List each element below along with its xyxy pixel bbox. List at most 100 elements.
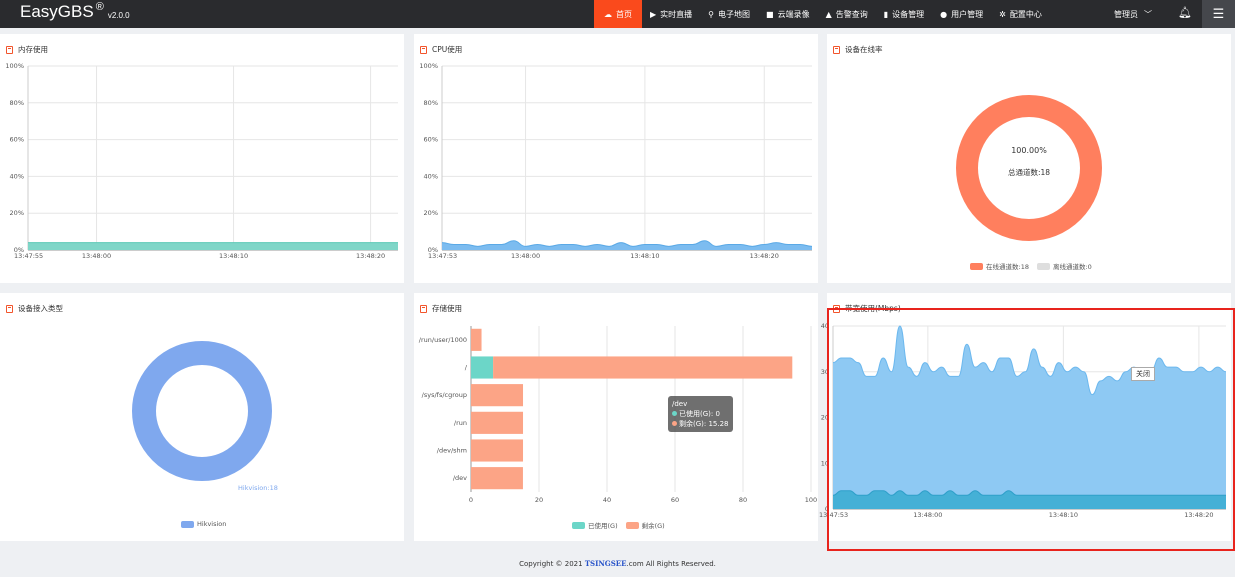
bar-1-4: [471, 439, 524, 462]
x-tick-label: 100: [805, 496, 817, 504]
memory-panel-title: 内存使用: [6, 44, 48, 55]
bandwidth-chart: 0 10 20 30 40 13:47:53 13:48:00 13:48:10 13:48:2…: [819, 322, 1227, 519]
storage-chart: 0 20 40 60 80 100/run/user/1000 / /sys/fs/cgrou…: [419, 326, 817, 504]
y-tick-label: 40%: [424, 172, 438, 180]
y-tick-label: /dev/shm: [437, 447, 467, 455]
brand-name: EasyGBS: [20, 2, 94, 21]
footer-copyright: Copyright © 2021 TSINGSEE.com All Rights…: [519, 559, 716, 568]
y-tick-label: 80%: [10, 99, 24, 107]
bandwidth-panel: 带宽使用(Mbps) 0 10 20 30 40 13:47:53 13:48:00 13:4…: [819, 293, 1231, 541]
version-label: v2.0.0: [107, 11, 130, 20]
footer-brand[interactable]: TSINGSEE: [584, 559, 627, 568]
x-tick-label: 13:48:00: [511, 252, 540, 260]
hamburger-menu-button[interactable]: ☰: [1202, 0, 1235, 28]
legend-hikvision[interactable]: Hikvision: [181, 520, 226, 528]
nav-item-4[interactable]: ▲ 告警查询: [825, 9, 868, 19]
y-tick-label: /sys/fs/cgroup: [422, 391, 467, 399]
access-panel-title: 设备接入类型: [6, 303, 63, 314]
hikvision-slice-label: Hikvision:18: [238, 484, 278, 492]
bar-1-0: [471, 328, 482, 351]
tooltip-used-row: 已使用(G): 0: [672, 409, 729, 419]
x-tick-label: 13:48:10: [219, 252, 248, 260]
cpu-panel: CPU使用 0% 20% 40% 60% 80% 100% 13:47:53 13:48:00…: [414, 34, 818, 283]
nav-item-5[interactable]: ▮ 设备管理: [883, 9, 925, 19]
legend-used[interactable]: 已使用(G): [572, 520, 618, 530]
x-tick-label: 13:48:20: [1184, 511, 1213, 519]
legend-online[interactable]: 在线通道数:18: [970, 261, 1029, 271]
access-legend: Hikvision: [181, 520, 234, 528]
bar-1-3: [471, 411, 524, 434]
nav-item-0[interactable]: ☁ 首页: [594, 0, 642, 28]
x-tick-label: 13:48:00: [82, 252, 111, 260]
y-tick-label: /run: [454, 419, 467, 427]
series-line-0: [441, 240, 813, 247]
brand-logo[interactable]: EasyGBS ®v2.0.0: [20, 1, 130, 22]
chevron-down-icon: ﹀: [1144, 9, 1152, 19]
bar-1-5: [471, 467, 523, 490]
user-icon: ●: [940, 9, 948, 19]
y-tick-label: 0%: [428, 246, 438, 254]
x-tick-label: 13:48:10: [630, 252, 659, 260]
panel-title-icon: [420, 304, 427, 313]
y-tick-label: /: [465, 364, 468, 372]
y-tick-label: 20%: [10, 209, 24, 217]
access-type-panel: 设备接入类型 Hikvision:18 Hikvision: [0, 293, 404, 541]
storage-legend: 已使用(G) 剩余(G): [572, 520, 673, 530]
nav-item-1[interactable]: ▶ 实时直播: [650, 9, 693, 19]
legend-offline[interactable]: 离线通道数:0: [1036, 261, 1092, 271]
y-tick-label: 0%: [14, 246, 24, 254]
panel-title-icon: [6, 304, 13, 313]
bell-icon[interactable]: 🔔︎: [1178, 6, 1192, 19]
y-tick-label: 100%: [419, 62, 438, 70]
legend-free[interactable]: 剩余(G): [625, 520, 665, 530]
y-tick-label: 100%: [5, 62, 24, 70]
admin-menu[interactable]: 管理员 ﹀: [1114, 0, 1152, 28]
x-tick-label: 80: [739, 496, 747, 504]
close-tooltip[interactable]: 关闭: [1131, 367, 1155, 381]
nav-item-7[interactable]: ✲ 配置中心: [999, 9, 1042, 19]
bar-1-2: [471, 384, 524, 407]
main-nav: ☁ 首页 ▶ 实时直播 ⚲ 电子地图 ■ 云端录像 ▲ 告警查询 ▮ 设备管理 ● 用户管理 ✲ 配置中心: [594, 0, 1050, 28]
nav-item-6[interactable]: ● 用户管理: [940, 9, 984, 19]
x-tick-label: 13:48:00: [913, 511, 942, 519]
registered-mark: ®: [95, 1, 104, 13]
panel-title-icon: [6, 45, 13, 54]
series-area-0: [28, 242, 398, 250]
series-line-1: [832, 490, 1226, 496]
storage-panel: 存储使用 0 20 40 60 80 100/run/user/1000 / /sys/fs/…: [414, 293, 818, 541]
y-tick-label: 20%: [424, 209, 438, 217]
y-tick-label: 10: [821, 459, 829, 467]
alarm-icon: ▲: [825, 9, 832, 19]
y-tick-label: /dev: [453, 474, 467, 482]
pie-slice-0: [132, 341, 272, 481]
y-tick-label: 60%: [424, 136, 438, 144]
x-tick-label: 13:48:10: [1049, 511, 1078, 519]
nav-item-3[interactable]: ■ 云端录像: [766, 9, 810, 19]
map-pin-icon: ⚲: [708, 9, 715, 19]
memory-panel: 内存使用 0% 20% 40% 60% 80% 100% 13:47:55 13:48:00 1…: [0, 34, 404, 283]
tooltip-title: /dev: [672, 400, 688, 408]
x-tick-label: 13:48:20: [750, 252, 779, 260]
cpu-chart: 0% 20% 40% 60% 80% 100% 13:47:53 13:48:00 13:48:…: [419, 62, 813, 260]
online-rate-value: 100.00%: [1011, 146, 1047, 155]
y-tick-label: 80%: [424, 99, 438, 107]
online-legend: 在线通道数:18 离线通道数:0: [970, 261, 1100, 271]
storage-tooltip: /dev 已使用(G): 0 剩余(G): 15.28: [668, 396, 733, 432]
online-rate-chart: [956, 95, 1102, 241]
y-tick-label: 40%: [10, 172, 24, 180]
series-area-0: [833, 326, 1226, 509]
bar-0-1: [471, 356, 494, 379]
series-line-0: [832, 325, 1227, 396]
nav-item-2[interactable]: ⚲ 电子地图: [708, 9, 751, 19]
x-tick-label: 13:47:53: [819, 511, 848, 519]
x-tick-label: 13:48:20: [356, 252, 385, 260]
video-icon: ■: [766, 9, 774, 19]
total-channels-label: 总通道数:18: [1007, 168, 1051, 177]
bar-1-1: [493, 356, 793, 379]
memory-chart: 0% 20% 40% 60% 80% 100% 13:47:55 13:48:00 13:48:…: [5, 62, 398, 260]
storage-panel-title: 存储使用: [420, 303, 462, 314]
x-tick-label: 13:47:55: [14, 252, 43, 260]
series-area-0: [442, 240, 812, 250]
x-tick-label: 60: [671, 496, 679, 504]
online-panel-title: 设备在线率: [833, 44, 883, 55]
